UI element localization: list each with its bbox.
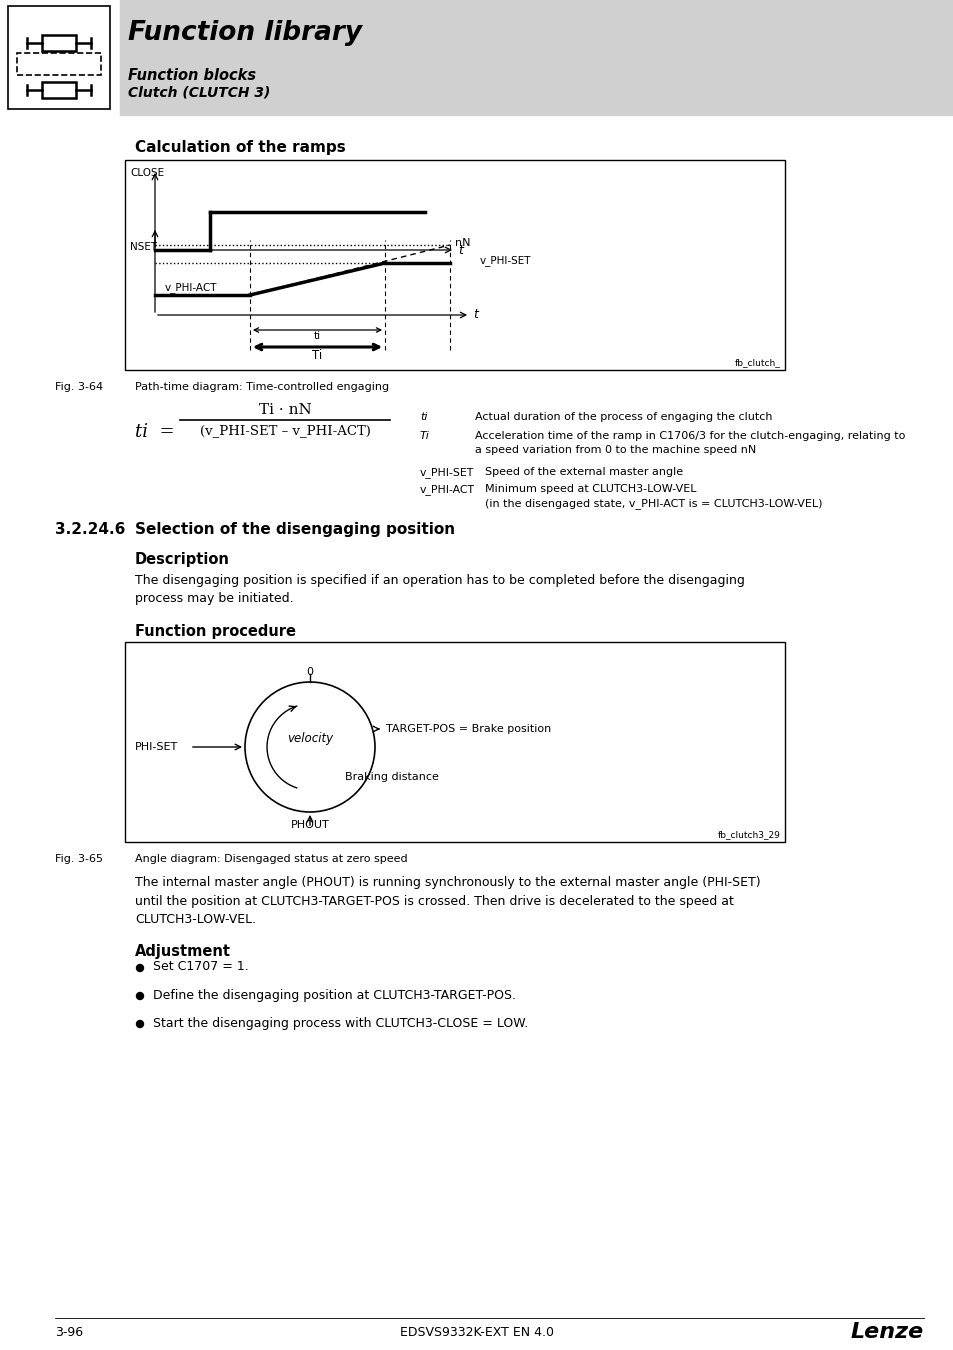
Text: ti  =: ti = — [135, 423, 180, 441]
Text: Ti · nN: Ti · nN — [258, 404, 311, 417]
Circle shape — [136, 992, 143, 999]
Text: Speed of the external master angle: Speed of the external master angle — [484, 467, 682, 477]
Text: 3.2.24.6: 3.2.24.6 — [55, 522, 125, 537]
Text: Lenze: Lenze — [850, 1322, 923, 1342]
Text: v_PHI-ACT: v_PHI-ACT — [419, 485, 475, 495]
Bar — [8, 5, 110, 109]
Text: Fig. 3-65: Fig. 3-65 — [55, 855, 103, 864]
Text: v_PHI-ACT: v_PHI-ACT — [165, 282, 217, 293]
Text: 3-96: 3-96 — [55, 1326, 83, 1338]
Text: Adjustment: Adjustment — [135, 944, 231, 958]
Text: v_PHI-SET: v_PHI-SET — [479, 255, 531, 266]
Text: (in the disengaged state, v_PHI-ACT is = CLUTCH3-LOW-VEL): (in the disengaged state, v_PHI-ACT is =… — [484, 498, 821, 509]
Text: Actual duration of the process of engaging the clutch: Actual duration of the process of engagi… — [475, 412, 772, 423]
Text: Function library: Function library — [128, 20, 362, 46]
Text: velocity: velocity — [287, 733, 333, 745]
Text: t: t — [457, 243, 462, 256]
Text: Ti: Ti — [312, 350, 322, 362]
Text: Define the disengaging position at CLUTCH3-TARGET-POS.: Define the disengaging position at CLUTC… — [152, 988, 516, 1002]
Text: v_PHI-SET: v_PHI-SET — [419, 467, 474, 478]
Bar — [120, 0, 953, 115]
Text: ti: ti — [419, 412, 427, 423]
Circle shape — [136, 964, 143, 972]
Bar — [125, 643, 784, 842]
Text: Description: Description — [135, 552, 230, 567]
Text: Angle diagram: Disengaged status at zero speed: Angle diagram: Disengaged status at zero… — [135, 855, 407, 864]
Text: PHOUT: PHOUT — [291, 819, 329, 830]
Text: Clutch (CLUTCH 3): Clutch (CLUTCH 3) — [128, 86, 270, 100]
Text: Function procedure: Function procedure — [135, 624, 295, 639]
Text: (v_PHI-SET – v_PHI-ACT): (v_PHI-SET – v_PHI-ACT) — [199, 424, 370, 437]
Text: fb_clutch3_29: fb_clutch3_29 — [718, 830, 781, 838]
Text: ti: ti — [314, 331, 321, 342]
Text: Acceleration time of the ramp in C1706/3 for the clutch-engaging, relating to: Acceleration time of the ramp in C1706/3… — [475, 431, 904, 441]
Text: TARGET-POS = Brake position: TARGET-POS = Brake position — [386, 724, 551, 734]
Text: Ti: Ti — [419, 431, 430, 441]
Text: a speed variation from 0 to the machine speed nN: a speed variation from 0 to the machine … — [475, 446, 756, 455]
Text: Function blocks: Function blocks — [128, 68, 255, 82]
Text: NSET: NSET — [130, 242, 157, 252]
Text: Minimum speed at CLUTCH3-LOW-VEL: Minimum speed at CLUTCH3-LOW-VEL — [484, 485, 696, 494]
Text: Set C1707 = 1.: Set C1707 = 1. — [152, 960, 249, 973]
Bar — [42, 82, 76, 99]
Text: nN: nN — [455, 238, 470, 248]
Text: Calculation of the ramps: Calculation of the ramps — [135, 140, 345, 155]
Text: Selection of the disengaging position: Selection of the disengaging position — [135, 522, 455, 537]
Text: EDSVS9332K-EXT EN 4.0: EDSVS9332K-EXT EN 4.0 — [399, 1326, 554, 1338]
Text: 0: 0 — [306, 667, 314, 676]
Text: The internal master angle (PHOUT) is running synchronously to the external maste: The internal master angle (PHOUT) is run… — [135, 876, 760, 926]
Text: Path-time diagram: Time-controlled engaging: Path-time diagram: Time-controlled engag… — [135, 382, 389, 391]
Text: t: t — [473, 309, 477, 321]
Text: CLOSE: CLOSE — [130, 167, 164, 178]
Bar — [125, 161, 784, 370]
Text: Fig. 3-64: Fig. 3-64 — [55, 382, 103, 391]
Bar — [42, 35, 76, 51]
Text: The disengaging position is specified if an operation has to be completed before: The disengaging position is specified if… — [135, 574, 744, 606]
Text: Braking distance: Braking distance — [345, 772, 438, 782]
Text: Start the disengaging process with CLUTCH3-CLOSE = LOW.: Start the disengaging process with CLUTC… — [152, 1017, 528, 1030]
Text: PHI-SET: PHI-SET — [135, 743, 178, 752]
Bar — [17, 53, 101, 76]
Circle shape — [136, 1021, 143, 1027]
Text: fb_clutch_: fb_clutch_ — [735, 358, 781, 367]
